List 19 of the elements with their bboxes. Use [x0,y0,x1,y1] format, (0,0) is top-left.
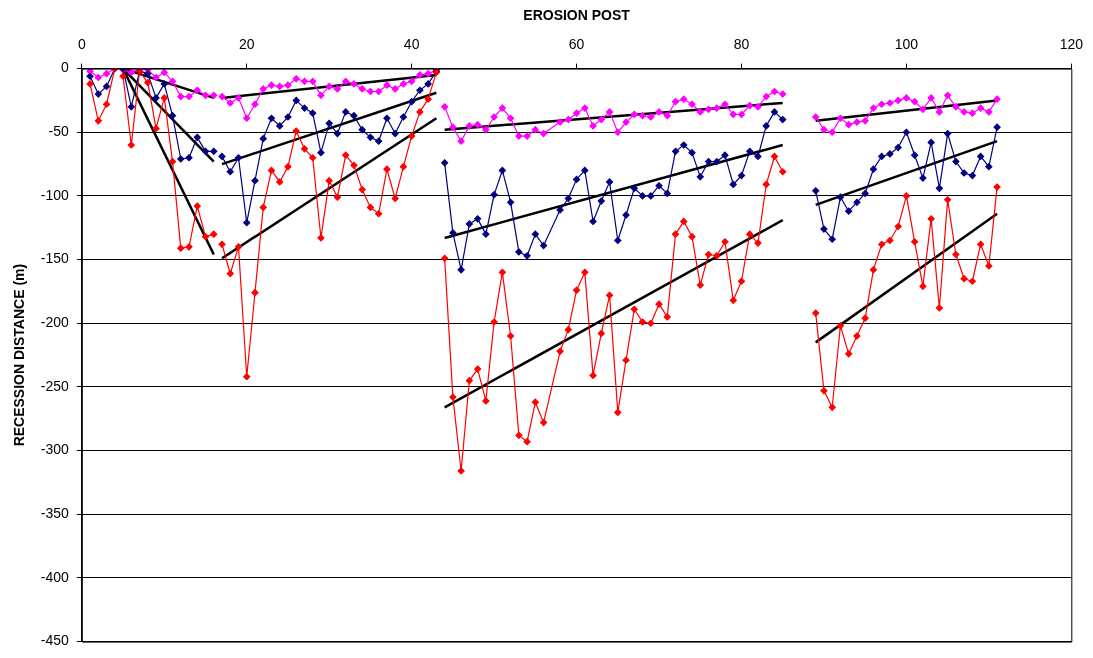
y-tick-label: -350 [40,505,70,522]
x-tick-label: 80 [733,36,750,53]
x-tick-label: 0 [77,36,86,53]
y-tick-label: -400 [40,568,70,585]
x-tick-label: 120 [1059,36,1084,53]
y-tick-label: -100 [40,186,70,203]
y-tick-label: -300 [40,441,70,458]
y-axis-title: RECESSION DISTANCE (m) [11,263,28,447]
x-tick-label: 100 [894,36,919,53]
y-tick-label: -50 [48,123,70,140]
y-tick-label: 0 [61,59,70,76]
y-tick-label: -200 [40,314,70,331]
x-tick-label: 20 [238,36,255,53]
y-tick-label: -450 [40,632,70,649]
y-tick-label: -150 [40,250,70,267]
x-tick-label: 60 [568,36,585,53]
x-tick-label: 40 [403,36,420,53]
y-tick-label: -250 [40,377,70,394]
x-axis-title: EROSION POST [523,7,631,24]
